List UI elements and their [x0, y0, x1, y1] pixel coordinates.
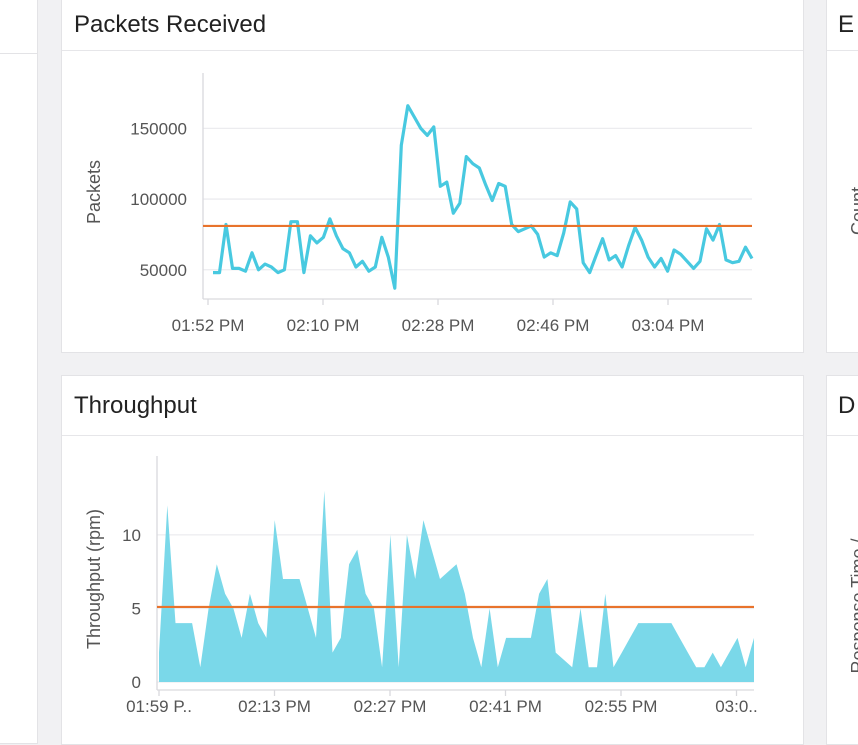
x-tick-label: 02:41 PM: [469, 697, 542, 716]
panel-title-fragment: D: [838, 391, 856, 419]
x-tick-label: 02:13 PM: [238, 697, 311, 716]
y-tick-label: 10: [122, 526, 141, 545]
x-tick-label: 03:0..: [715, 697, 758, 716]
throughput-header: Throughput: [62, 376, 803, 436]
throughput-chart: 0 5 10 01:59 P.. 02:13 PM 02:27 PM 02:41 PM 02:…: [84, 456, 758, 716]
packets-received-header: Packets Received: [62, 0, 803, 51]
x-tick-label: 01:59 P..: [126, 697, 192, 716]
right-bottom-chart-stub: Response Time /: [848, 538, 858, 673]
right-panel-bottom: D Response Time /: [826, 375, 858, 745]
left-panel-stub: [0, 0, 38, 54]
x-tick-label: 02:10 PM: [287, 316, 360, 335]
panel-title: Throughput: [74, 391, 197, 419]
y-tick-label: 150000: [130, 119, 187, 138]
y-axis-label-fragment: Response Time /: [848, 538, 858, 673]
x-tick-label: 01:52 PM: [172, 316, 245, 335]
right-panel-bottom-header: D: [827, 376, 858, 436]
y-tick-label: 5: [132, 599, 141, 618]
right-panel-top-header: E: [827, 0, 858, 51]
series-line: [213, 104, 754, 290]
y-axis-label-fragment: Count: [848, 187, 858, 235]
x-tick-label: 03:04 PM: [632, 316, 705, 335]
throughput-panel: Throughput 0 5 10 01:59 P.. 02:13 PM 02:27 PM…: [61, 375, 804, 745]
series-area: [159, 490, 754, 682]
y-tick-label: 0: [132, 673, 141, 692]
packets-received-panel: Packets Received 50000 100000 150000 01:52 …: [61, 0, 804, 353]
x-tick-label: 02:55 PM: [585, 697, 658, 716]
y-tick-label: 100000: [130, 190, 187, 209]
packets-received-chart: 50000 100000 150000 01:52 PM 02:10 PM 02:28 P…: [84, 73, 754, 335]
x-tick-label: 02:28 PM: [402, 316, 475, 335]
left-panel-body-stub: [0, 54, 38, 744]
y-tick-label: 50000: [140, 261, 187, 280]
panel-title-fragment: E: [838, 10, 855, 38]
panel-title: Packets Received: [74, 10, 267, 38]
y-axis-label: Packets: [84, 160, 104, 224]
y-axis-label: Throughput (rpm): [84, 509, 104, 649]
x-tick-label: 02:46 PM: [517, 316, 590, 335]
right-top-chart-stub: Count: [848, 187, 858, 235]
right-panel-top: E Count: [826, 0, 858, 353]
x-tick-label: 02:27 PM: [354, 697, 427, 716]
